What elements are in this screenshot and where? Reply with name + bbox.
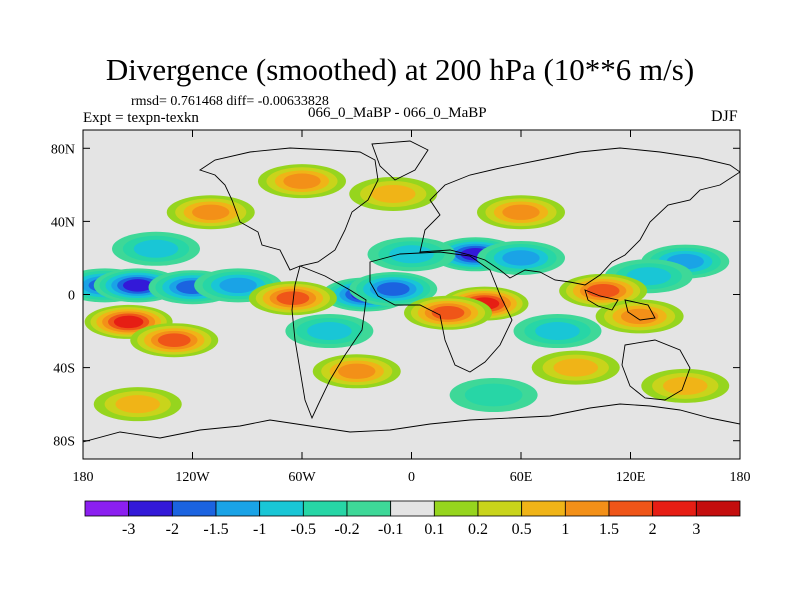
- x-tick-label-3: 0: [408, 470, 415, 485]
- colorbar-box-0: [84, 500, 130, 517]
- divergence-contour-13-2: [535, 322, 580, 341]
- colorbar-label-0: -3: [122, 521, 135, 538]
- y-axis: 80N 40N 0 40S 80S: [51, 142, 740, 450]
- divergence-contour-5-4: [376, 282, 410, 296]
- colorbar-box-5: [302, 500, 348, 517]
- colorbar-box-2: [171, 500, 217, 517]
- colorbar-label-10: 1: [561, 521, 569, 538]
- divergence-contour-20-4: [586, 284, 620, 298]
- divergence-contour-16-4: [157, 333, 191, 348]
- divergence-contour-21-3: [620, 308, 659, 325]
- colorbar-box-11: [564, 500, 610, 517]
- colorbar-box-8: [433, 500, 479, 517]
- chart-title: Divergence (smoothed) at 200 hPa (10**6 …: [105, 52, 695, 87]
- x-axis: 180 120W 60W 0 60E 120E 180: [73, 130, 751, 485]
- divergence-contour-12-2: [307, 322, 352, 341]
- divergence-contour-9-2: [133, 239, 179, 258]
- x-tick-label-4: 60E: [510, 470, 533, 485]
- x-tick-label-1: 120W: [175, 470, 210, 485]
- colorbar-label-2: -1.5: [203, 521, 228, 538]
- season-label: DJF: [711, 108, 738, 125]
- divergence-contour-25-2: [370, 184, 416, 203]
- divergence-contour-17-4: [276, 291, 310, 305]
- colorbar-box-4: [259, 500, 304, 517]
- divergence-contour-15-5: [113, 315, 144, 329]
- colorbar-label-4: -0.5: [291, 521, 316, 538]
- divergence-contour-28-2: [662, 376, 708, 395]
- colorbar-label-12: 2: [649, 521, 657, 538]
- colorbar-label-1: -2: [166, 521, 179, 538]
- colorbar-box-13: [652, 500, 697, 517]
- colorbar-label-7: 0.1: [424, 521, 444, 538]
- colorbar-label-8: 0.2: [468, 521, 488, 538]
- divergence-field: [83, 164, 730, 422]
- divergence-contour-27-2: [553, 358, 599, 377]
- colorbar-label-11: 1.5: [599, 521, 619, 538]
- colorbar-label-9: 0.5: [512, 521, 532, 538]
- colorbar-box-7: [390, 500, 435, 517]
- experiment-label: Expt = texpn-texkn: [83, 110, 199, 126]
- y-tick-label-2: 0: [68, 289, 75, 304]
- divergence-contour-24-3: [502, 204, 540, 220]
- divergence-contour-22-3: [192, 204, 230, 220]
- colorbar-label-6: -0.1: [378, 521, 403, 538]
- coastline-outline: [83, 140, 740, 459]
- divergence-contour-23-3: [283, 173, 321, 189]
- colorbar-box-10: [521, 500, 566, 517]
- colorbar-label-3: -1: [253, 521, 266, 538]
- colorbar-box-9: [477, 500, 523, 517]
- colorbar-label-5: -0.2: [334, 521, 359, 538]
- divergence-contour-10-2: [389, 245, 434, 264]
- y-tick-label-0: 80N: [51, 142, 75, 157]
- colorbar-box-6: [346, 500, 392, 517]
- y-tick-label-4: 80S: [53, 435, 75, 450]
- colorbar-box-12: [608, 500, 654, 517]
- x-tick-label-6: 180: [730, 470, 751, 485]
- x-tick-label-2: 60W: [288, 470, 316, 485]
- divergence-contour-29-2: [115, 395, 161, 414]
- colorbar-label-13: 3: [692, 521, 700, 538]
- divergence-contour-26-3: [338, 363, 376, 379]
- divergence-contour-7-3: [502, 250, 540, 266]
- divergence-contour-14-1: [464, 383, 523, 407]
- stats-label: rmsd= 0.761468 diff= -0.00633828: [131, 94, 329, 109]
- x-tick-label-0: 180: [73, 470, 94, 485]
- x-tick-label-5: 120E: [616, 470, 646, 485]
- colorbar-box-1: [128, 500, 173, 517]
- y-tick-label-1: 40N: [51, 215, 75, 230]
- y-tick-label-3: 40S: [53, 362, 75, 377]
- colorbar-box-3: [215, 500, 261, 517]
- divergence-contour-3-3: [219, 277, 257, 294]
- colorbar-box-14: [695, 500, 741, 517]
- colorbar: -3 -2 -1.5 -1 -0.5 -0.2 -0.1 0.1 0.2 0.5 1 1.5 2 3: [84, 500, 741, 538]
- case-label: 066_0_MaBP - 066_0_MaBP: [308, 105, 487, 121]
- divergence-contour-1-5: [122, 279, 153, 292]
